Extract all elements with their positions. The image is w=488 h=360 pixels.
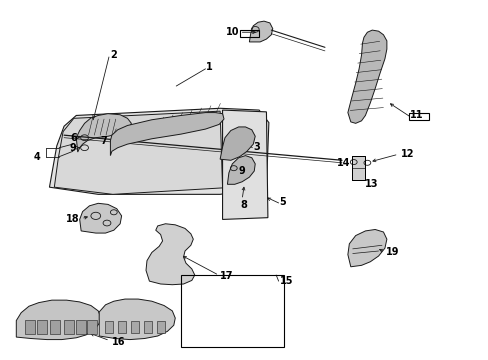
- Text: 19: 19: [385, 247, 399, 257]
- Polygon shape: [157, 320, 164, 333]
- Polygon shape: [49, 108, 268, 194]
- Polygon shape: [146, 224, 194, 285]
- Polygon shape: [347, 30, 386, 123]
- Polygon shape: [227, 156, 255, 184]
- Text: 3: 3: [253, 141, 260, 152]
- Polygon shape: [99, 299, 175, 339]
- Polygon shape: [131, 320, 139, 333]
- Polygon shape: [222, 110, 267, 220]
- Text: 9: 9: [70, 143, 77, 153]
- Text: 13: 13: [365, 179, 378, 189]
- Text: 14: 14: [337, 158, 350, 168]
- Text: 10: 10: [225, 27, 239, 37]
- Text: 11: 11: [409, 111, 423, 121]
- Polygon shape: [16, 300, 101, 339]
- Polygon shape: [50, 320, 60, 334]
- Polygon shape: [347, 229, 386, 267]
- Text: 5: 5: [279, 197, 286, 207]
- Text: 12: 12: [400, 149, 413, 159]
- Polygon shape: [87, 320, 97, 334]
- Text: 7: 7: [101, 136, 107, 146]
- Text: 1: 1: [205, 62, 212, 72]
- Text: 15: 15: [279, 276, 292, 286]
- Polygon shape: [80, 203, 122, 233]
- Text: 18: 18: [66, 215, 80, 224]
- Text: 2: 2: [110, 50, 117, 60]
- Polygon shape: [54, 111, 222, 194]
- Text: 4: 4: [34, 152, 41, 162]
- Polygon shape: [105, 320, 113, 333]
- Polygon shape: [76, 114, 131, 152]
- Text: 6: 6: [70, 133, 77, 143]
- Polygon shape: [351, 156, 365, 180]
- Bar: [408, 113, 428, 120]
- Polygon shape: [64, 320, 74, 334]
- Bar: [239, 30, 259, 37]
- Polygon shape: [220, 127, 255, 160]
- Bar: [351, 156, 365, 180]
- Bar: [181, 275, 283, 347]
- Polygon shape: [25, 320, 35, 334]
- Polygon shape: [118, 320, 125, 333]
- Text: 16: 16: [112, 337, 125, 347]
- Text: 17: 17: [220, 271, 233, 281]
- Polygon shape: [76, 320, 86, 334]
- Polygon shape: [144, 320, 152, 333]
- Polygon shape: [249, 21, 272, 42]
- Text: 9: 9: [238, 166, 245, 176]
- Polygon shape: [110, 113, 224, 156]
- Text: 8: 8: [240, 200, 247, 210]
- Polygon shape: [37, 320, 47, 334]
